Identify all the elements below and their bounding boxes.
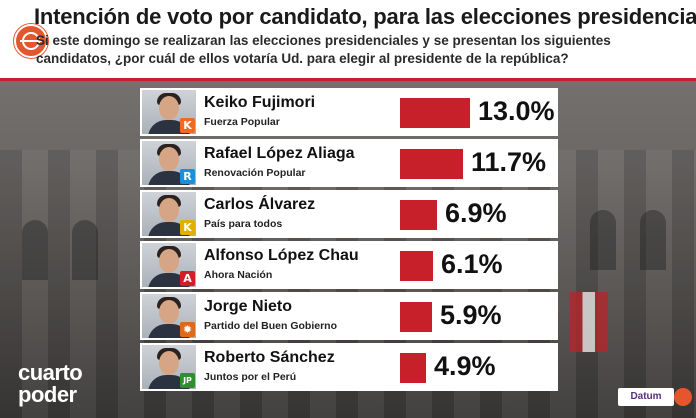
candidate-row: K Keiko Fujimori Fuerza Popular 13.0% (140, 88, 558, 136)
candidate-row: R Rafael López Aliaga Renovación Popular 11… (140, 139, 558, 187)
brand-line-2: poder (18, 382, 77, 407)
party-name: Renovación Popular (204, 167, 306, 179)
vote-value-label: 6.9% (445, 198, 507, 228)
vote-bar (400, 98, 470, 128)
party-logo-icon: A (180, 271, 195, 286)
candidate-name: Alfonso López Chau (204, 247, 359, 264)
party-logo-icon: K (180, 118, 195, 133)
vote-value-label: 4.9% (434, 351, 496, 381)
party-name: Ahora Nación (204, 269, 273, 281)
candidate-photo: ✹ (142, 294, 196, 338)
background-window (22, 220, 48, 280)
party-logo-icon: R (180, 169, 195, 184)
candidate-name: Carlos Álvarez (204, 196, 316, 213)
candidate-photo: K (142, 90, 196, 134)
vote-value-label: 11.7% (471, 147, 547, 177)
photo-head (159, 147, 179, 171)
survey-question: Si este domingo se realizaran las elecci… (36, 33, 611, 66)
party-name: Juntos por el Perú (204, 371, 297, 383)
candidate-row: A Alfonso López Chau Ahora Nación 6.1% (140, 241, 558, 289)
source-badge: Datum (618, 388, 674, 406)
vote-bar (400, 149, 463, 179)
vote-bar (400, 353, 426, 383)
party-logo-icon: JP (180, 373, 195, 388)
party-logo-icon: ✹ (180, 322, 195, 337)
photo-body (148, 375, 190, 389)
background-flag (570, 292, 608, 352)
candidate-row: ✹ Jorge Nieto Partido del Buen Gobierno 5.9… (140, 292, 558, 340)
candidate-name: Keiko Fujimori (204, 94, 316, 111)
channel-logo-icon (14, 24, 48, 58)
vote-bar (400, 251, 433, 281)
party-logo-icon: K (180, 220, 195, 235)
vote-bar (400, 302, 432, 332)
background-window (640, 210, 666, 270)
party-name: País para todos (204, 218, 283, 230)
photo-body (148, 222, 190, 236)
channel-mini-icon (674, 388, 692, 406)
party-name: Partido del Buen Gobierno (204, 320, 338, 332)
background-window (590, 210, 616, 270)
candidate-row: JP Roberto Sánchez Juntos por el Perú 4.9% (140, 343, 558, 391)
header: Intención de voto por candidato, para la… (0, 0, 696, 81)
photo-head (159, 300, 179, 324)
candidate-photo: K (142, 192, 196, 236)
candidate-name: Jorge Nieto (204, 298, 293, 315)
photo-head (159, 96, 179, 120)
photo-head (159, 249, 179, 273)
background-window (72, 220, 98, 280)
brand-line-1: cuarto (18, 360, 83, 385)
vote-value-label: 6.1% (441, 249, 503, 279)
candidate-row: K Carlos Álvarez País para todos 6.9% (140, 190, 558, 238)
vote-value-label: 5.9% (440, 300, 502, 330)
photo-body (148, 171, 190, 185)
candidate-photo: JP (142, 345, 196, 389)
chart-title: Intención de voto por candidato, para la… (34, 4, 696, 29)
candidate-name: Roberto Sánchez (204, 349, 335, 366)
party-name: Fuerza Popular (204, 116, 280, 128)
vote-value-label: 13.0% (478, 96, 555, 126)
candidate-photo: R (142, 141, 196, 185)
photo-body (148, 273, 190, 287)
brand-logo: cuarto poder (18, 360, 83, 407)
header-divider (0, 78, 696, 81)
photo-body (148, 120, 190, 134)
vote-bar (400, 200, 437, 230)
candidate-name: Rafael López Aliaga (204, 145, 355, 162)
photo-body (148, 324, 190, 338)
photo-head (159, 351, 179, 375)
photo-head (159, 198, 179, 222)
candidate-photo: A (142, 243, 196, 287)
